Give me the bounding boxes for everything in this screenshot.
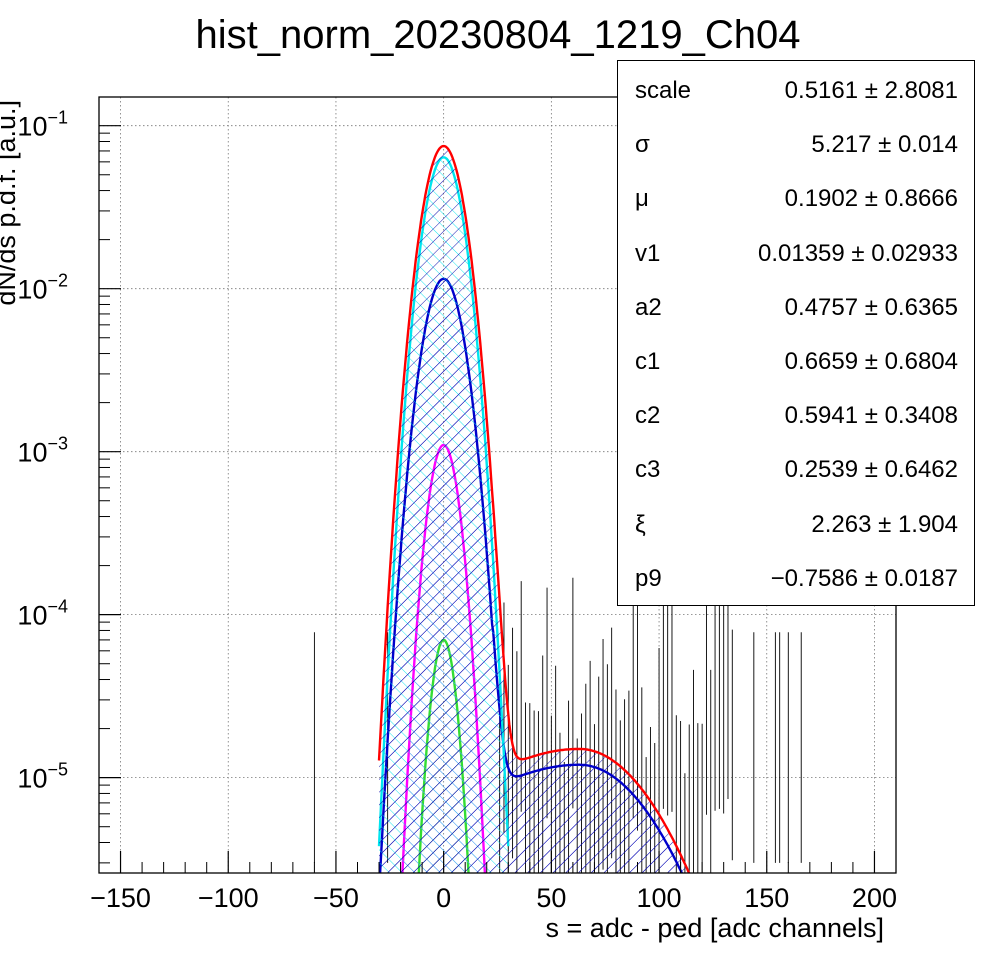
stats-row: c2 0.5941 ± 0.3408: [618, 388, 974, 442]
fit-area-0: [379, 146, 767, 873]
x-tick-label: 200: [852, 883, 897, 913]
y-tick-label: 10−1: [17, 108, 68, 142]
x-tick-label: 50: [536, 883, 566, 913]
stats-row: σ 5.217 ± 0.014: [618, 117, 974, 171]
stats-param-value: 0.01359 ± 0.02933: [757, 239, 958, 267]
stats-param-value: 2.263 ± 1.904: [811, 510, 958, 538]
fit-statistics-box: scale 0.5161 ± 2.8081 σ 5.217 ± 0.014 μ 0.190…: [617, 60, 975, 606]
fit-curve-0: [377, 144, 691, 873]
stats-row: a2 0.4757 ± 0.6365: [618, 280, 974, 334]
stats-param-value: 0.5161 ± 2.8081: [784, 77, 958, 104]
stats-row: ξ 2.263 ± 1.904: [618, 497, 974, 551]
plot-area: −150 −100 −50 0 50 100 150 200 10−5 10−4 10−3 10−2 1…: [17, 96, 897, 913]
stats-param-name: scale: [635, 77, 692, 104]
stats-param-value: 5.217 ± 0.014: [811, 131, 958, 159]
stats-param-name: ξ: [635, 510, 646, 538]
chart-title: hist_norm_20230804_1219_Ch04: [196, 13, 801, 57]
x-tick-label: 0: [436, 883, 451, 913]
y-axis-label: dN/ds p.d.f. [a.u.]: [0, 100, 21, 306]
x-tick-label: 150: [744, 883, 789, 913]
stats-param-name: c2: [635, 402, 661, 430]
x-axis-label: s = adc - ped [adc channels]: [546, 913, 884, 943]
stats-param-name: σ: [635, 131, 650, 159]
y-tick-label: 10−2: [17, 271, 68, 305]
stats-row: p9 −0.7586 ± 0.0187: [618, 551, 974, 605]
y-tick-label: 10−3: [17, 434, 68, 468]
stats-param-value: 0.6659 ± 0.6804: [784, 348, 958, 375]
stats-param-value: 0.1902 ± 0.8666: [784, 185, 958, 213]
x-tick-label: −150: [90, 883, 151, 913]
stats-param-value: 0.4757 ± 0.6365: [784, 293, 958, 321]
stats-param-name: a2: [635, 293, 662, 321]
stats-row: c1 0.6659 ± 0.6804: [618, 334, 974, 388]
fit-curves: [377, 144, 767, 873]
stats-param-name: v1: [635, 239, 661, 267]
stats-param-name: p9: [635, 564, 662, 592]
stats-param-value: 0.5941 ± 0.3408: [784, 402, 958, 430]
stats-row: μ 0.1902 ± 0.8666: [618, 171, 974, 225]
stats-param-value: 0.2539 ± 0.6462: [784, 456, 958, 484]
stats-row: scale 0.5161 ± 2.8081: [618, 63, 974, 117]
stats-row: c3 0.2539 ± 0.6462: [618, 442, 974, 496]
stats-param-name: μ: [635, 185, 649, 213]
x-tick-label: −50: [313, 883, 359, 913]
stats-row: v1 0.01359 ± 0.02933: [618, 226, 974, 280]
x-tick-label: −100: [198, 883, 259, 913]
stats-param-name: c3: [635, 456, 661, 484]
y-tick-label: 10−4: [17, 597, 68, 631]
y-tick-label: 10−5: [17, 760, 68, 794]
stats-param-value: −0.7586 ± 0.0187: [770, 564, 958, 592]
x-tick-label: 100: [637, 883, 682, 913]
stats-param-name: c1: [635, 348, 661, 375]
